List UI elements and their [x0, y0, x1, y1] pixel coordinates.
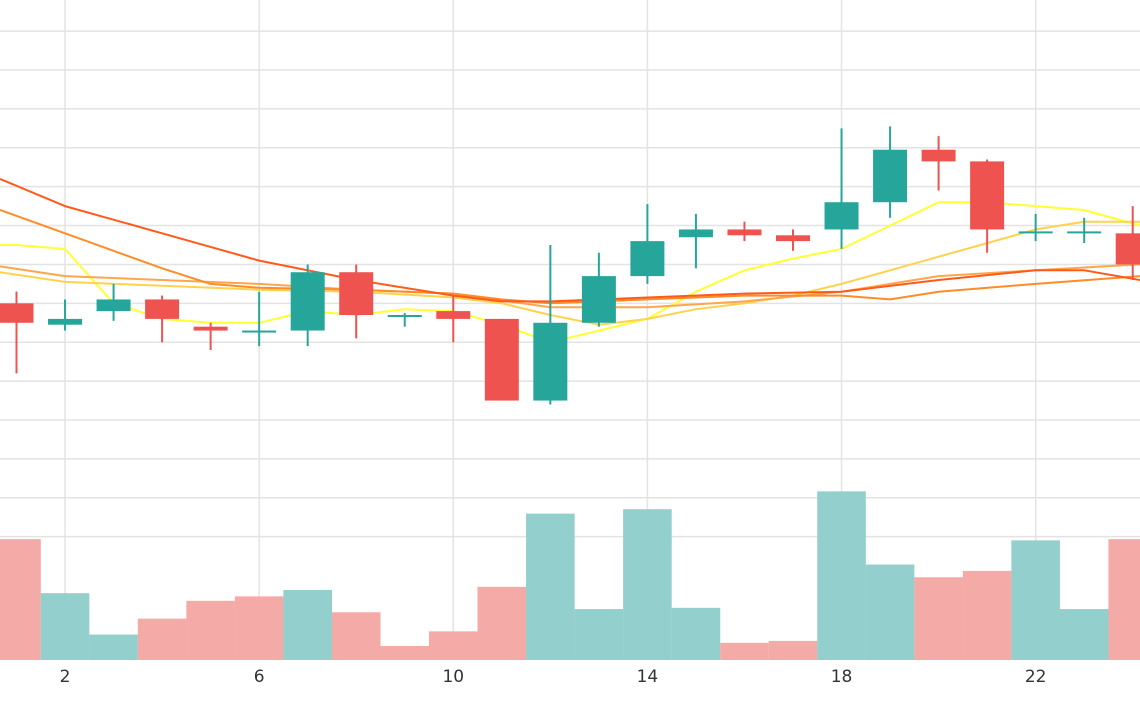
volume-bar	[866, 565, 915, 660]
candle-body	[388, 315, 422, 317]
x-tick-label: 18	[831, 667, 853, 687]
volume-bar	[138, 619, 187, 660]
candle-body	[922, 150, 956, 162]
candle-body	[242, 331, 276, 333]
candle-body	[873, 150, 907, 203]
volume-bar	[526, 514, 575, 660]
volume-bar	[769, 641, 818, 660]
candle-body	[582, 276, 616, 323]
candle-body	[825, 202, 859, 229]
volume-bar	[1108, 539, 1140, 660]
candle-body	[1067, 231, 1101, 233]
volume-bar	[235, 596, 284, 660]
candle	[291, 264, 325, 346]
candle	[339, 264, 373, 338]
candle-body	[776, 235, 810, 241]
volume-bar	[575, 609, 624, 660]
candle-body	[533, 323, 567, 401]
x-tick-label: 14	[637, 667, 659, 687]
volume-bar	[1060, 609, 1109, 660]
candle	[145, 296, 179, 343]
candle	[776, 229, 810, 250]
x-tick-label: 6	[254, 667, 265, 687]
candle-body	[485, 319, 519, 401]
candle	[825, 128, 859, 249]
x-tick-label: 10	[442, 667, 464, 687]
candle-body	[194, 327, 228, 331]
volume-bar	[817, 491, 866, 660]
candle	[1116, 206, 1140, 280]
volume-bar	[478, 587, 527, 660]
volume-bar	[186, 601, 235, 660]
volume-bar	[332, 612, 381, 660]
candles	[0, 126, 1140, 404]
candle-body	[727, 229, 761, 235]
volume-bar	[672, 608, 721, 660]
volume-bar	[380, 646, 429, 660]
volume-bar	[914, 577, 963, 660]
volume-bar	[1011, 540, 1060, 660]
volume-bar	[429, 631, 478, 660]
candle	[0, 292, 34, 374]
candle-body	[0, 303, 34, 322]
volume-bar	[720, 643, 769, 660]
volume-bars	[0, 491, 1140, 660]
x-axis-labels: Sep2610141822	[0, 667, 1046, 687]
x-tick-label: 2	[60, 667, 71, 687]
candle	[727, 222, 761, 241]
candle-body	[291, 272, 325, 330]
candle-body	[48, 319, 82, 325]
moving-average-line	[0, 179, 1140, 302]
candle	[485, 319, 519, 401]
candle	[242, 292, 276, 346]
candle-body	[1116, 233, 1140, 264]
candle	[48, 299, 82, 330]
candle-body	[145, 299, 179, 318]
candle	[679, 214, 713, 268]
candle	[533, 245, 567, 404]
candle-body	[630, 241, 664, 276]
volume-bar	[623, 509, 672, 660]
volume-bar	[283, 590, 332, 660]
candle-body	[970, 161, 1004, 229]
volume-bar	[963, 571, 1012, 660]
volume-bar	[89, 635, 138, 660]
volume-bar	[0, 539, 41, 660]
candle	[194, 323, 228, 350]
x-tick-label: 22	[1025, 667, 1047, 687]
candle	[922, 136, 956, 190]
candle	[436, 296, 470, 343]
candle-body	[97, 299, 131, 311]
candle-body	[339, 272, 373, 315]
candle-body	[1019, 231, 1053, 233]
candle	[630, 204, 664, 284]
moving-average-line	[0, 210, 1140, 303]
candle-body	[436, 311, 470, 319]
candle	[873, 126, 907, 217]
candle-body	[679, 229, 713, 237]
volume-bar	[41, 593, 90, 660]
candle	[388, 313, 422, 327]
